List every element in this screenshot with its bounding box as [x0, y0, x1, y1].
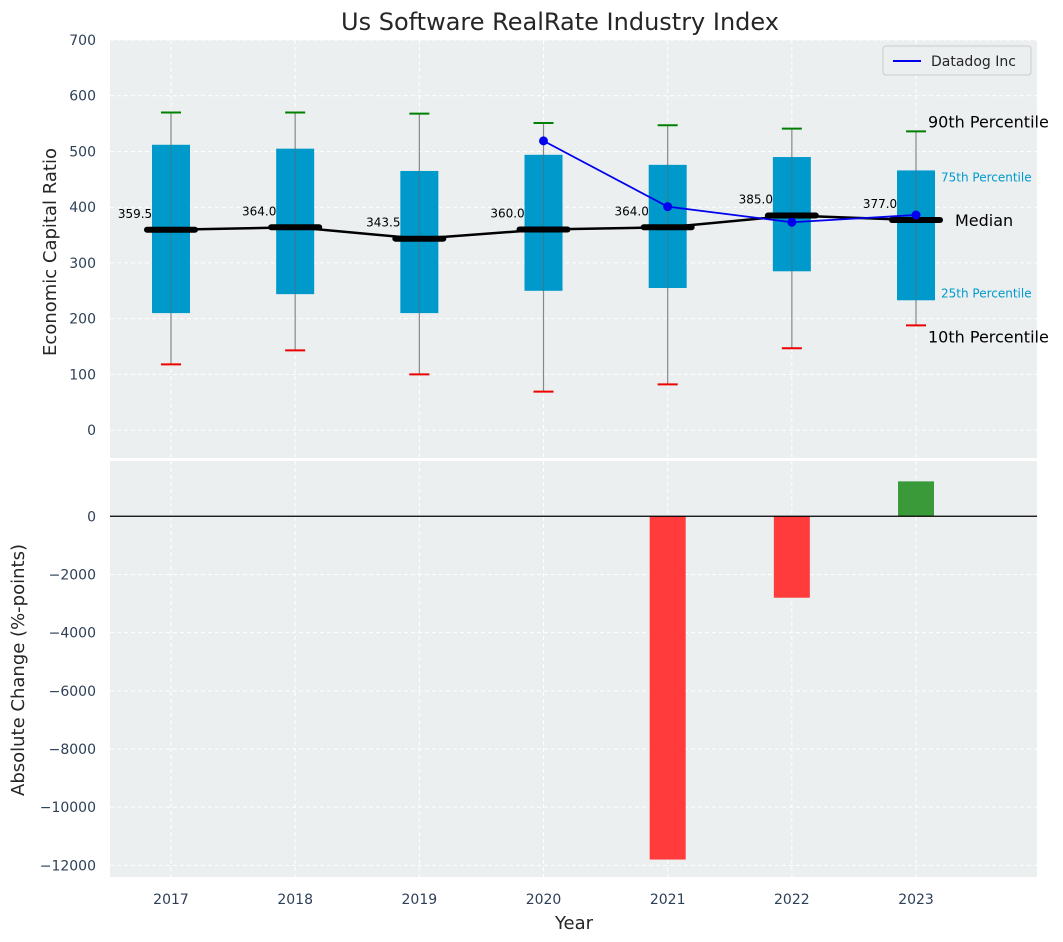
x-axis-label: Year [554, 913, 594, 934]
top-y-tick-label: 200 [69, 312, 96, 328]
datadog-line [543, 140, 917, 224]
median-value-label: 360.0 [490, 206, 524, 220]
bottom-y-tick-label: −10000 [40, 800, 96, 816]
datadog-series-group [539, 136, 921, 227]
top-y-tick-label: 100 [69, 367, 96, 383]
change-bar [649, 516, 686, 860]
annotation-p75: 75th Percentile [941, 170, 1032, 184]
top-y-tick-label: 0 [87, 423, 96, 439]
bottom-y-tick-label: −8000 [49, 742, 96, 758]
bottom-plot-area [110, 461, 1037, 877]
median-value-label: 359.5 [118, 207, 152, 221]
legend-frame [882, 45, 1032, 76]
bottom-y-tick-label: −6000 [49, 684, 96, 700]
x-tick-label: 2019 [402, 892, 438, 908]
annotation-p10: 10th Percentile [928, 327, 1049, 346]
datadog-point [911, 210, 921, 220]
top-plot-area [110, 40, 1037, 458]
top-y-tick-label: 300 [69, 256, 96, 272]
median-value-label: 385.0 [739, 193, 773, 207]
median-value-label: 377.0 [863, 197, 897, 211]
top-y-tick-label: 600 [69, 89, 96, 105]
median-trend-group: 359.5 364.0 343.5 360.0 364.0 385.0 377.0 [118, 193, 944, 242]
x-tick-label: 2017 [153, 892, 189, 908]
bottom-y-tick-label: 0 [87, 509, 96, 525]
x-tick-label: 2018 [277, 892, 313, 908]
bottom-y-tick-label: −12000 [40, 858, 96, 874]
x-tick-label: 2020 [526, 892, 562, 908]
top-gridlines [110, 39, 1037, 458]
x-axis-ticks: 2017 2018 2019 2020 2021 2022 2023 [153, 892, 934, 908]
median-value-label: 343.5 [366, 216, 400, 230]
datadog-point [663, 202, 673, 212]
bottom-y-tick-label: −4000 [49, 626, 96, 642]
percentile-annotations: 90th Percentile 75th Percentile Median 25th… [928, 112, 1049, 346]
datadog-point [787, 217, 797, 227]
change-bar [898, 481, 935, 517]
datadog-point [539, 136, 549, 146]
x-tick-label: 2021 [650, 892, 686, 908]
x-tick-label: 2022 [774, 892, 810, 908]
top-y-axis-label: Economic Capital Ratio [40, 148, 61, 356]
bottom-y-tick-label: −2000 [49, 567, 96, 583]
change-bar [773, 516, 810, 598]
bottom-y-axis-label: Absolute Change (%-points) [8, 544, 29, 796]
bottom-y-axis-ticks: 0 −2000 −4000 −6000 −8000 −10000 −12000 [40, 509, 96, 874]
x-tick-label: 2023 [898, 892, 934, 908]
median-value-label: 364.0 [615, 204, 649, 218]
legend: Datadog Inc [882, 45, 1032, 76]
legend-label-datadog: Datadog Inc [931, 54, 1016, 70]
change-bars-group [110, 481, 1037, 860]
annotation-median: Median [955, 211, 1013, 230]
chart-title: Us Software RealRate Industry Index [341, 8, 779, 36]
annotation-p90: 90th Percentile [928, 112, 1049, 131]
top-y-axis-ticks: 0 100 200 300 400 500 600 700 [69, 33, 96, 439]
top-y-tick-label: 700 [69, 33, 96, 49]
top-y-tick-label: 400 [69, 200, 96, 216]
top-y-tick-label: 500 [69, 144, 96, 160]
annotation-p25: 25th Percentile [941, 286, 1032, 300]
median-value-label: 364.0 [242, 204, 276, 218]
